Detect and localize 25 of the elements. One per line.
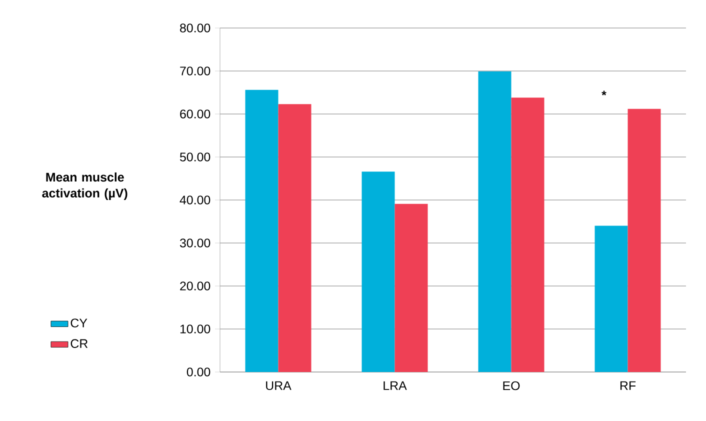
x-tick-label: URA	[266, 381, 292, 390]
y-axis-title: Mean muscle activation (µV)	[42, 172, 128, 200]
x-tick-label: RF	[620, 381, 636, 390]
y-tick-label: 30.00	[180, 238, 210, 248]
x-tick-label: EO	[503, 381, 520, 390]
annotation: *	[602, 90, 606, 96]
y-tick-label: 20.00	[180, 282, 210, 290]
y-tick-label: 70.00	[180, 66, 210, 76]
bar	[594, 226, 628, 372]
y-tick-label: 80.00	[180, 24, 210, 32]
y-tick-label: 60.00	[180, 110, 210, 118]
bar	[478, 71, 512, 372]
y-tick-label: 10.00	[180, 324, 210, 334]
x-tick-label: LRA	[384, 381, 407, 390]
bar	[511, 98, 544, 372]
y-tick-label: 50.00	[180, 152, 210, 162]
y-tick-label: 40.00	[180, 196, 210, 204]
y-tick-label: 0.00	[186, 368, 210, 376]
bar	[245, 90, 278, 372]
legend-label: CY	[70, 318, 88, 328]
bar	[278, 104, 312, 372]
legend-label: CR	[70, 339, 88, 348]
bar	[362, 172, 395, 372]
bar	[394, 204, 428, 372]
bar	[628, 108, 661, 372]
